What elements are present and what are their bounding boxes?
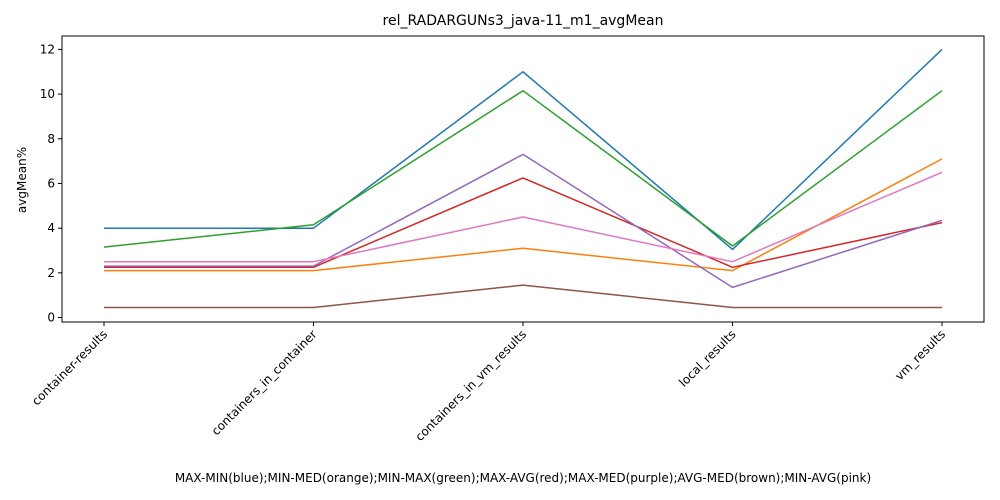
plot-frame	[61, 35, 985, 323]
x-axis: container-results containers_in_container…	[29, 322, 948, 444]
y-tick-label: 10	[40, 87, 55, 101]
y-tick-label: 6	[47, 176, 55, 190]
y-tick-label: 0	[47, 311, 55, 325]
x-tick-label: container-results	[29, 327, 110, 408]
chart-title: rel_RADARGUNs3_java-11_m1_avgMean	[383, 13, 664, 29]
y-axis-label: avgMean%	[15, 147, 29, 213]
y-tick-label: 12	[40, 42, 55, 56]
series-line-1	[104, 48, 943, 251]
x-tick-label: local_results	[676, 327, 738, 389]
series-line-2	[104, 158, 943, 272]
series-line-5	[104, 153, 943, 289]
series-line-4	[104, 177, 943, 269]
x-axis-label: MAX-MIN(blue);MIN-MED(orange);MIN-MAX(gr…	[175, 471, 871, 485]
series-line-6	[104, 284, 942, 309]
x-tick-label: containers_in_container	[209, 327, 320, 438]
y-tick-label: 4	[47, 221, 55, 235]
series-layer	[103, 48, 943, 309]
y-tick-label: 2	[47, 266, 55, 280]
y-tick-label: 8	[47, 132, 55, 146]
x-tick-label: vm_results	[892, 327, 948, 383]
x-tick-label: containers_in_vm_results	[412, 327, 529, 444]
y-axis: 0 2 4 6 8 10 12	[40, 42, 62, 325]
series-line-3	[103, 89, 943, 248]
series-line-7	[104, 171, 943, 263]
